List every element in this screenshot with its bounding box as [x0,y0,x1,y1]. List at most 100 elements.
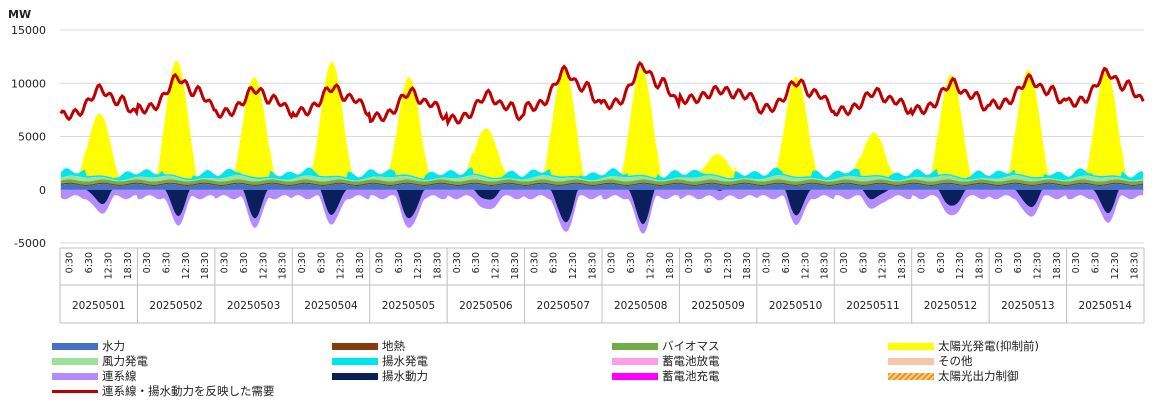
x-date-label: 20250508 [614,300,667,312]
x-time-tick-label: 6:30 [781,252,792,273]
x-time-tick-label: 6:30 [162,252,173,273]
legend-item-other: その他 [888,355,973,368]
x-time-tick-label: 0:30 [65,252,76,273]
legend-swatch [52,373,98,380]
x-time-tick-label: 0:30 [297,252,308,273]
legend-swatch [888,358,934,365]
legend-label: 蓄電池充電 [662,369,720,383]
legend-label: 揚水発電 [382,354,428,368]
x-time-tick-label: 6:30 [626,252,637,273]
x-time-tick-label: 12:30 [878,252,889,279]
x-time-tick-label: 0:30 [607,252,618,273]
x-time-tick-label: 12:30 [1033,252,1044,279]
legend-item-pumped-gen: 揚水発電 [332,355,428,368]
legend-item-solar: 太陽光発電(抑制前) [888,340,1039,353]
y-tick-label: 0 [39,184,46,197]
x-date-label: 20250509 [691,300,744,312]
legend-item-pumping: 揚水動力 [332,370,428,383]
x-time-tick-label: 18:30 [355,252,366,279]
legend-item-interconnector: 連系線 [52,370,137,383]
y-tick-label: 10000 [11,77,46,90]
x-time-tick-label: 12:30 [181,252,192,279]
x-time-tick-label: 18:30 [123,252,134,279]
legend-label: 連系線・揚水動力を反映した需要 [102,384,275,398]
x-time-tick-label: 0:30 [839,252,850,273]
x-time-tick-label: 12:30 [336,252,347,279]
x-time-tick-label: 18:30 [897,252,908,279]
x-time-tick-label: 6:30 [394,252,405,273]
x-date-label: 20250504 [304,300,358,312]
series-pumped-generation [60,167,1144,181]
x-time-tick-label: 18:30 [433,252,444,279]
x-time-tick-label: 6:30 [858,252,869,273]
x-time-tick-label: 0:30 [994,252,1005,273]
legend-swatch [612,358,658,365]
x-date-label: 20250513 [1001,300,1054,312]
x-time-tick-label: 12:30 [491,252,502,279]
y-tick-label: 15000 [11,24,46,37]
x-time-tick-label: 12:30 [723,252,734,279]
x-time-tick-label: 18:30 [278,252,289,279]
legend-label: 地熱 [382,339,405,353]
x-time-tick-label: 0:30 [529,252,540,273]
x-time-tick-label: 18:30 [1052,252,1063,279]
series-geothermal [60,182,1144,186]
x-time-tick-label: 12:30 [800,252,811,279]
legend-swatch [612,373,658,380]
x-time-tick-label: 12:30 [645,252,656,279]
legend-item-demand: 連系線・揚水動力を反映した需要 [52,385,275,398]
legend-label: 連系線 [102,369,137,383]
x-time-tick-label: 18:30 [587,252,598,279]
x-time-tick-label: 6:30 [316,252,327,273]
legend-swatch [888,343,934,350]
x-time-tick-label: 18:30 [742,252,753,279]
legend-swatch [332,343,378,350]
x-time-tick-label: 12:30 [103,252,114,279]
legend-label: 蓄電池放電 [662,354,720,368]
legend-item-wind: 風力発電 [52,355,148,368]
x-time-tick-label: 6:30 [549,252,560,273]
legend-item-solar-curtail: 太陽光出力制御 [888,370,1019,383]
series-demand [59,60,1145,128]
x-time-tick-label: 6:30 [1013,252,1024,273]
x-date-label: 20250501 [72,300,125,312]
legend-label: 太陽光出力制御 [938,369,1019,383]
x-time-tick-label: 12:30 [413,252,424,279]
x-time-tick-label: 6:30 [84,252,95,273]
x-time-tick-label: 12:30 [1110,252,1121,279]
x-time-tick-label: 18:30 [200,252,211,279]
legend-item-biomass: バイオマス [612,340,720,353]
legend: 水力 地熱 バイオマス 太陽光発電(抑制前) 風力発電 揚水発電 蓄電池放電 その他連系線 揚水… [0,336,1173,406]
x-date-label: 20250512 [924,300,977,312]
x-time-tick-label: 6:30 [704,252,715,273]
y-tick-label: 5000 [18,131,46,144]
series-pumping [60,189,1144,225]
series-interconnector [60,189,1144,234]
x-time-tick-label: 6:30 [936,252,947,273]
x-date-label: 20250514 [1079,300,1133,312]
legend-swatch [332,358,378,365]
series-solar [60,60,1144,179]
x-time-tick-label: 0:30 [684,252,695,273]
legend-swatch [52,343,98,350]
series-hydro [60,183,1144,190]
x-time-tick-label: 0:30 [374,252,385,273]
x-date-label: 20250507 [537,300,590,312]
legend-swatch [888,373,934,380]
x-time-tick-label: 0:30 [1071,252,1082,273]
legend-item-battery-discharge: 蓄電池放電 [612,355,720,368]
x-time-tick-label: 0:30 [220,252,231,273]
x-date-label: 20250510 [769,300,822,312]
legend-swatch [52,390,98,393]
legend-label: 水力 [102,339,125,353]
x-time-tick-label: 18:30 [665,252,676,279]
legend-swatch [52,358,98,365]
x-date-label: 20250505 [382,300,435,312]
series-wind [60,175,1144,182]
x-time-tick-label: 6:30 [239,252,250,273]
x-time-tick-label: 6:30 [471,252,482,273]
x-date-label: 20250503 [227,300,280,312]
legend-label: 風力発電 [102,354,148,368]
legend-item-geothermal: 地熱 [332,340,405,353]
